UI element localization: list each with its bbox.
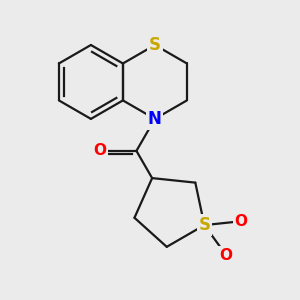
Text: S: S [149,36,161,54]
Text: N: N [148,110,162,128]
Text: O: O [235,214,248,229]
Text: O: O [93,143,106,158]
Text: S: S [198,216,210,234]
Text: O: O [220,248,232,262]
